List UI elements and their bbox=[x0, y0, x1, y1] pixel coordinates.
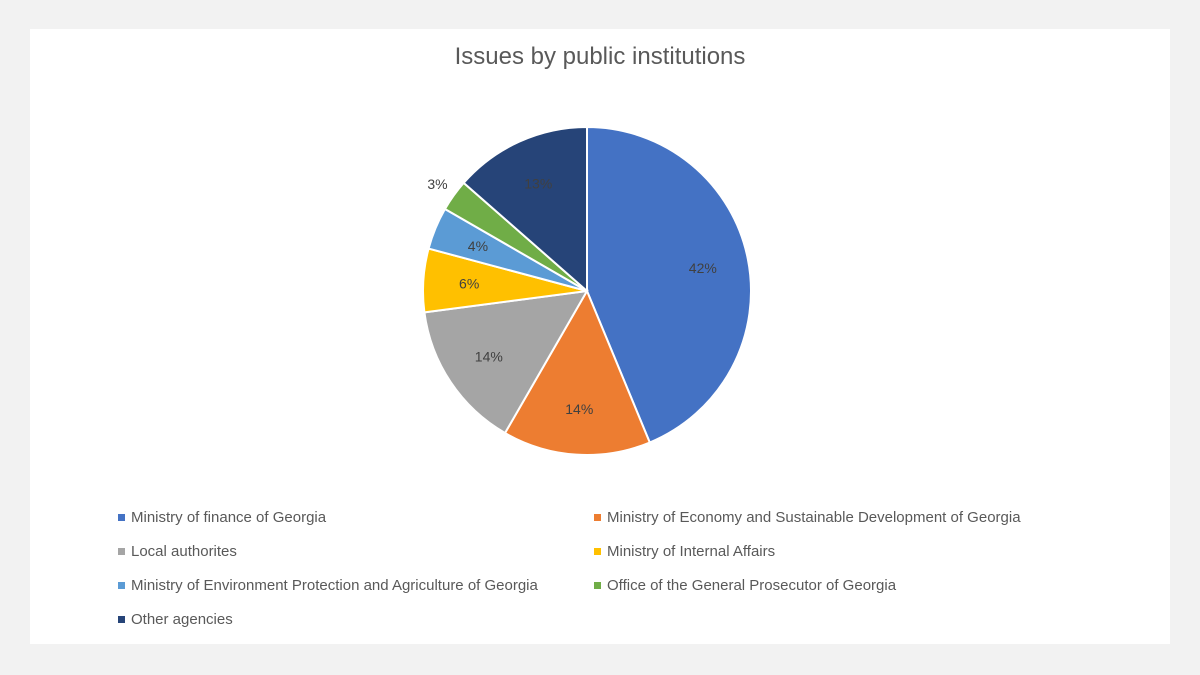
legend-swatch bbox=[594, 581, 601, 589]
legend-label: Ministry of Environment Protection and A… bbox=[131, 576, 538, 594]
legend-label: Ministry of Internal Affairs bbox=[607, 542, 776, 560]
data-label-local-authorites: 14% bbox=[475, 349, 503, 365]
legend-swatch bbox=[594, 513, 601, 521]
legend-swatch bbox=[118, 581, 125, 589]
legend-item-ministry-of-environment-protection-and-agriculture-of-georgia: Ministry of Environment Protection and A… bbox=[118, 575, 594, 595]
legend-item-ministry-of-economy-and-sustainable-development-of-georgia: Ministry of Economy and Sustainable Deve… bbox=[594, 507, 1094, 527]
legend-item-local-authorites: Local authorites bbox=[118, 541, 594, 561]
pie-slice-other-agencies bbox=[462, 125, 588, 294]
pie-slice-ministry-of-economy-and-sustainable-development-of-georgia bbox=[503, 288, 652, 456]
legend-swatch bbox=[118, 547, 125, 555]
data-label-ministry-of-economy-and-sustainable-development-of-georgia: 14% bbox=[565, 401, 593, 417]
legend-label: Local authorites bbox=[131, 542, 237, 560]
chart-card: Issues by public institutions 42% 14% 14% 6… bbox=[30, 29, 1170, 644]
legend: Ministry of finance of Georgia Ministry o… bbox=[118, 507, 1118, 629]
legend-label: Ministry of Economy and Sustainable Deve… bbox=[607, 508, 1021, 526]
legend-label: Ministry of finance of Georgia bbox=[131, 508, 327, 526]
legend-swatch bbox=[118, 615, 125, 623]
chart-title: Issues by public institutions bbox=[454, 43, 746, 70]
pie-slice-local-authorites bbox=[423, 289, 589, 435]
data-label-ministry-of-internal-affairs: 6% bbox=[459, 275, 479, 291]
legend-item-ministry-of-internal-affairs: Ministry of Internal Affairs bbox=[594, 541, 1094, 561]
legend-item-ministry-of-finance-of-georgia: Ministry of finance of Georgia bbox=[118, 507, 594, 527]
pie-chart: 42% 14% 14% 6% 4% 3% 13% bbox=[422, 125, 752, 456]
legend-label: Other agencies bbox=[131, 610, 233, 628]
legend-item-other-agencies: Other agencies bbox=[118, 609, 594, 629]
data-label-ministry-of-finance-of-georgia: 42% bbox=[689, 260, 717, 276]
data-label-other-agencies: 13% bbox=[524, 175, 552, 191]
data-label-ministry-of-environment-protection-and-agriculture-of-georgia: 4% bbox=[468, 238, 488, 254]
legend-swatch bbox=[594, 547, 601, 555]
pie-slice-ministry-of-finance-of-georgia bbox=[586, 125, 752, 444]
legend-label: Office of the General Prosecutor of Geor… bbox=[607, 576, 897, 594]
legend-swatch bbox=[118, 513, 125, 521]
legend-item-office-of-the-general-prosecutor-of-georgia: Office of the General Prosecutor of Geor… bbox=[594, 575, 1094, 595]
data-label-office-of-the-general-prosecutor-of-georgia: 3% bbox=[427, 176, 447, 192]
